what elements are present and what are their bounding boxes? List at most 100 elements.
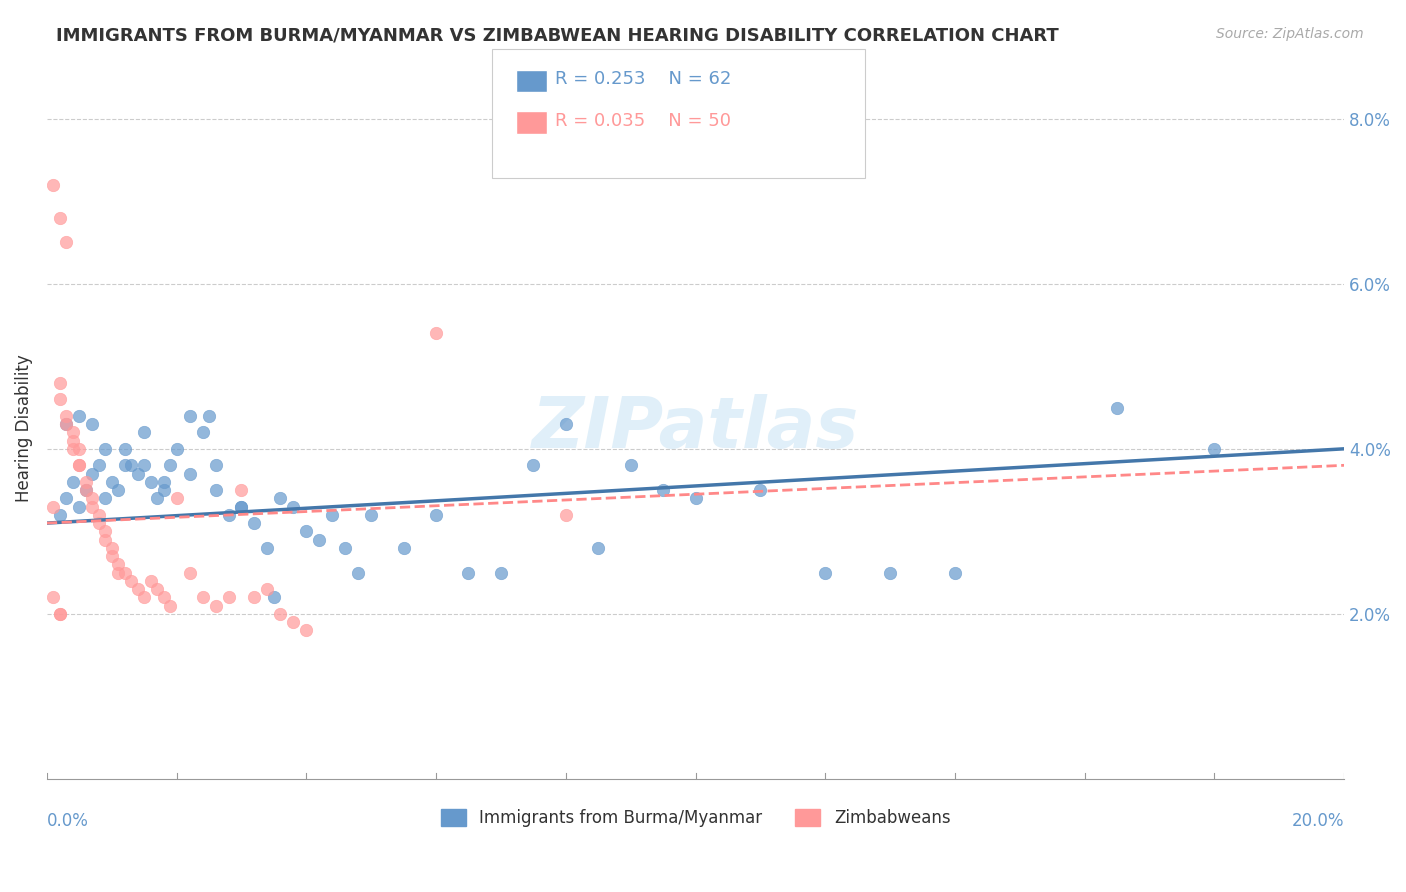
Point — [55, 417, 77, 431]
Point — [100, 475, 122, 489]
Point — [67, 409, 90, 423]
Point — [652, 483, 675, 497]
Point — [49, 607, 72, 621]
Point — [107, 558, 129, 572]
Point — [218, 591, 240, 605]
Point — [82, 500, 104, 514]
Point — [191, 591, 214, 605]
Point — [256, 582, 278, 596]
Point — [159, 599, 181, 613]
Point — [231, 483, 253, 497]
Y-axis label: Hearing Disability: Hearing Disability — [15, 354, 32, 502]
Point — [159, 458, 181, 473]
Point — [62, 442, 84, 456]
Point — [243, 591, 266, 605]
Point — [166, 442, 188, 456]
Point — [67, 500, 90, 514]
Point — [107, 566, 129, 580]
Point — [49, 211, 72, 225]
Point — [100, 541, 122, 555]
Point — [179, 409, 201, 423]
Point — [49, 508, 72, 522]
Point — [67, 458, 90, 473]
Text: Source: ZipAtlas.com: Source: ZipAtlas.com — [1216, 27, 1364, 41]
Point — [49, 392, 72, 407]
Point — [879, 566, 901, 580]
Point — [263, 591, 285, 605]
Point — [62, 475, 84, 489]
Point — [87, 458, 110, 473]
Point — [522, 458, 544, 473]
Point — [146, 491, 169, 506]
Point — [55, 409, 77, 423]
Point — [146, 582, 169, 596]
Point — [87, 516, 110, 530]
Point — [620, 458, 643, 473]
Point — [139, 574, 162, 588]
Point — [554, 508, 576, 522]
Point — [62, 425, 84, 440]
Point — [243, 516, 266, 530]
Point — [256, 541, 278, 555]
Point — [120, 458, 142, 473]
Point — [55, 417, 77, 431]
Point — [283, 615, 305, 629]
Point — [75, 483, 97, 497]
Text: R = 0.253    N = 62: R = 0.253 N = 62 — [555, 70, 731, 88]
Point — [114, 442, 136, 456]
Text: IMMIGRANTS FROM BURMA/MYANMAR VS ZIMBABWEAN HEARING DISABILITY CORRELATION CHART: IMMIGRANTS FROM BURMA/MYANMAR VS ZIMBABW… — [56, 27, 1059, 45]
Point — [179, 467, 201, 481]
Point — [425, 508, 447, 522]
Point — [204, 458, 226, 473]
Point — [82, 491, 104, 506]
Point — [489, 566, 512, 580]
Point — [295, 524, 318, 539]
Point — [75, 475, 97, 489]
Point — [42, 500, 65, 514]
Point — [749, 483, 772, 497]
Point — [127, 467, 149, 481]
Point — [152, 483, 174, 497]
Point — [100, 549, 122, 563]
Point — [269, 491, 291, 506]
Point — [1107, 401, 1129, 415]
Point — [134, 458, 156, 473]
Point — [94, 442, 117, 456]
Legend: Immigrants from Burma/Myanmar, Zimbabweans: Immigrants from Burma/Myanmar, Zimbabwea… — [434, 802, 957, 834]
Point — [231, 500, 253, 514]
Point — [231, 500, 253, 514]
Point — [87, 508, 110, 522]
Point — [55, 235, 77, 250]
Point — [82, 417, 104, 431]
Point — [152, 591, 174, 605]
Point — [295, 624, 318, 638]
Text: ZIPatlas: ZIPatlas — [531, 393, 859, 463]
Point — [166, 491, 188, 506]
Point — [1204, 442, 1226, 456]
Point — [107, 483, 129, 497]
Point — [269, 607, 291, 621]
Point — [347, 566, 370, 580]
Point — [127, 582, 149, 596]
Point — [94, 491, 117, 506]
Point — [179, 566, 201, 580]
Point — [62, 434, 84, 448]
Point — [134, 425, 156, 440]
Point — [42, 178, 65, 192]
Point — [360, 508, 382, 522]
Point — [67, 458, 90, 473]
Point — [49, 376, 72, 390]
Text: R = 0.035    N = 50: R = 0.035 N = 50 — [555, 112, 731, 130]
Point — [82, 467, 104, 481]
Point — [425, 326, 447, 341]
Point — [335, 541, 357, 555]
Point — [75, 483, 97, 497]
Point — [204, 483, 226, 497]
Text: 20.0%: 20.0% — [1292, 812, 1344, 830]
Point — [134, 591, 156, 605]
Text: 0.0%: 0.0% — [46, 812, 89, 830]
Point — [114, 458, 136, 473]
Point — [283, 500, 305, 514]
Point — [152, 475, 174, 489]
Point — [139, 475, 162, 489]
